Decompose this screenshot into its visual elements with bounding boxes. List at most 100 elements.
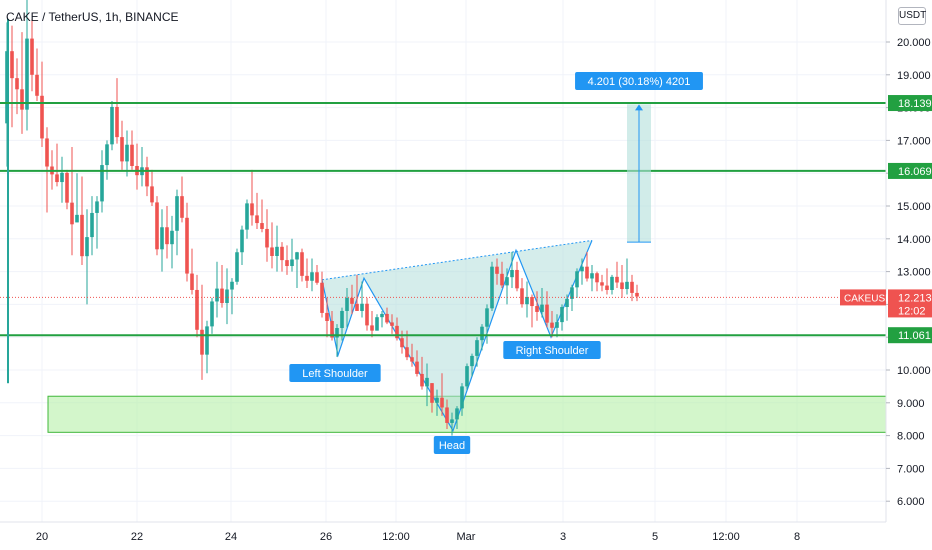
candle [160,209,164,272]
candle [610,274,614,295]
candle [585,251,589,282]
candle-body [415,361,419,374]
last-price-badge [888,289,932,318]
candle-body [55,174,59,183]
candle [470,353,474,377]
candle-body [435,397,439,403]
candle [530,294,534,328]
candle-body [500,273,504,286]
candle [235,248,239,285]
candle-body [95,201,99,213]
candle [290,238,294,272]
candle [95,196,99,249]
candle-body [230,281,234,290]
candle-body [345,297,349,311]
candle [505,268,509,305]
candle [50,150,54,190]
candle [315,265,319,285]
candle-body [215,288,219,302]
candle [115,78,119,144]
candle-body [105,144,109,166]
candle-body [495,266,499,274]
time-tick-label: Mar [457,531,476,543]
currency-button[interactable]: USDT [898,7,926,25]
candle [520,278,524,308]
time-tick-label: 20 [36,531,48,543]
candle-body [195,289,199,330]
left-shoulder-label-bg [289,364,381,382]
measure-label: 4.201 (30.18%) 4201 [575,72,703,90]
candle [90,196,94,256]
candle [240,225,244,266]
candle-body [440,397,444,408]
candle-body [45,138,49,167]
candle-body [535,306,539,312]
price-tick-label: 7.000 [897,463,925,475]
level-badge [888,327,932,344]
candle [250,169,254,226]
candle-body [505,277,509,286]
price-tick-label: 10.000 [897,365,931,377]
candle-body [545,304,549,323]
candle-body [485,308,489,327]
candle-body [280,246,284,261]
candle [615,261,619,288]
candle-body [525,296,529,305]
candle [320,271,324,318]
candle [350,284,354,315]
candle [275,225,279,272]
candle-body [515,269,519,289]
candle-body [405,347,409,358]
candle [375,314,379,331]
candle [260,199,264,233]
candle-body [565,298,569,308]
candle-body [235,252,239,282]
candle-body [380,313,384,318]
candle-body [355,303,359,311]
candle-body [580,266,584,272]
candle [245,199,249,239]
candle [415,350,419,377]
candle [310,258,314,292]
candle-body [120,137,124,162]
candle-body [200,329,204,355]
candle [255,192,259,229]
time-tick-label: 5 [652,531,658,543]
candle-body [455,408,459,420]
candle-body [385,313,389,323]
right-shoulder-label-bg [503,341,601,359]
candle-body [155,202,159,250]
candle [410,343,414,367]
candle-body [90,212,94,238]
level-badge [888,162,932,179]
candle [380,310,384,328]
candle [280,242,284,272]
candle-body [460,386,464,409]
candle-body [445,407,449,423]
candle-body [85,237,89,257]
candle-body [540,304,544,312]
candle-body [330,320,334,338]
candle [80,176,84,266]
candle [220,265,224,308]
candle [45,127,49,213]
candle [20,32,24,134]
candle [225,268,229,325]
candle [445,399,449,430]
candle [15,58,19,115]
level-badge-text: 16.069 [898,166,932,178]
candle [300,248,304,282]
candle-body [400,338,404,348]
candle [465,363,469,390]
candle-body [430,383,434,403]
candle [140,146,144,187]
candle-body [295,252,299,260]
candle-body [365,303,369,326]
candle-body [225,289,229,304]
candle-body [290,259,294,267]
candle-body [240,229,244,253]
candle [495,258,499,285]
time-tick-label: 26 [320,531,332,543]
